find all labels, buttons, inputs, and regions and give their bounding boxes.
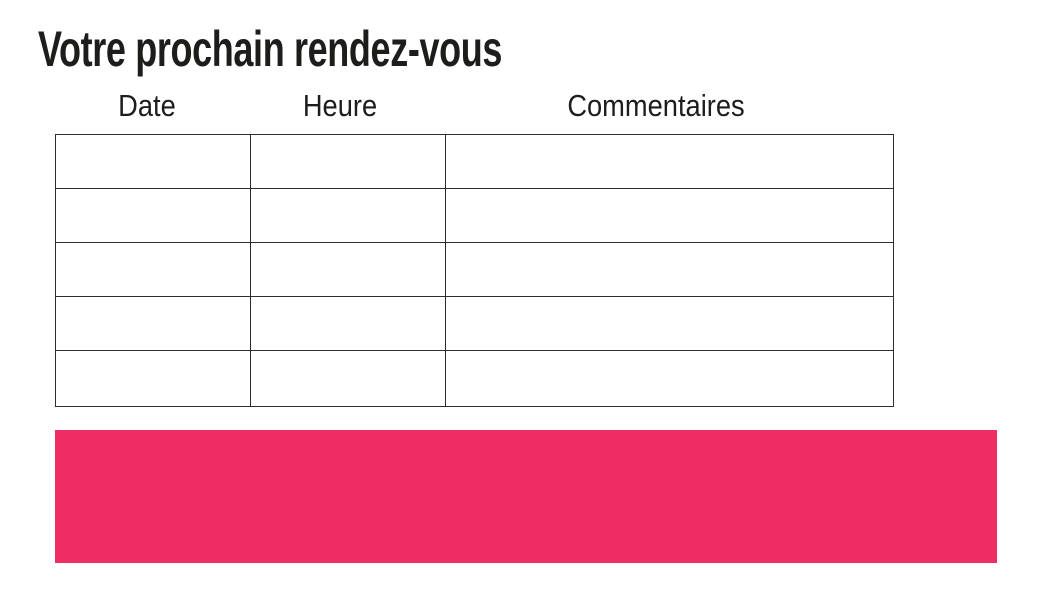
table-row [56,243,893,297]
appointments-table [55,134,894,407]
table-cell [56,297,251,350]
table-row [56,135,893,189]
table-cell [251,135,446,188]
table-cell [251,351,446,406]
pink-banner [55,430,997,563]
table-cell [446,351,893,406]
table-row [56,351,893,406]
column-header-heure: Heure [302,88,378,123]
table-cell [251,297,446,350]
table-cell [56,243,251,296]
table-cell [56,189,251,242]
table-cell [446,243,893,296]
table-cell [446,135,893,188]
table-cell [56,135,251,188]
column-header-date: Date [118,88,176,123]
table-cell [446,189,893,242]
table-cell [251,189,446,242]
table-row [56,297,893,351]
page-title: Votre prochain rendez-vous [38,21,503,77]
table-cell [56,351,251,406]
column-header-commentaires: Commentaires [567,88,745,123]
table-cell [446,297,893,350]
table-cell [251,243,446,296]
table-row [56,189,893,243]
